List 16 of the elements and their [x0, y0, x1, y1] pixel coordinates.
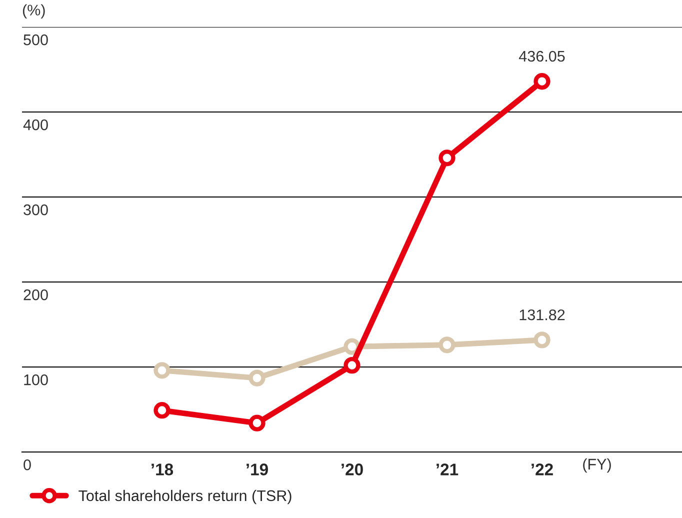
y-tick-label: 200 — [24, 289, 48, 300]
x-tick-label: ’20 — [342, 464, 363, 476]
x-axis-title: (FY) — [583, 458, 611, 473]
y-tick-label: 300 — [24, 204, 48, 216]
y-tick-label: 500 — [24, 34, 48, 46]
x-tick-label: ’18 — [152, 464, 174, 476]
y-axis-title: (%) — [22, 4, 45, 18]
x-tick-label: ’21 — [436, 464, 458, 476]
legend-label: Total shareholders return (TSR) — [78, 490, 292, 504]
y-tick-label: 100 — [24, 374, 48, 386]
data-label: 131.82 — [520, 309, 565, 320]
x-tick-label: ’22 — [532, 464, 553, 476]
data-label: 436.05 — [518, 50, 565, 62]
y-tick-label: 0 — [24, 459, 31, 470]
y-tick-label: 400 — [23, 119, 48, 130]
x-tick-label: ’19 — [246, 464, 268, 476]
